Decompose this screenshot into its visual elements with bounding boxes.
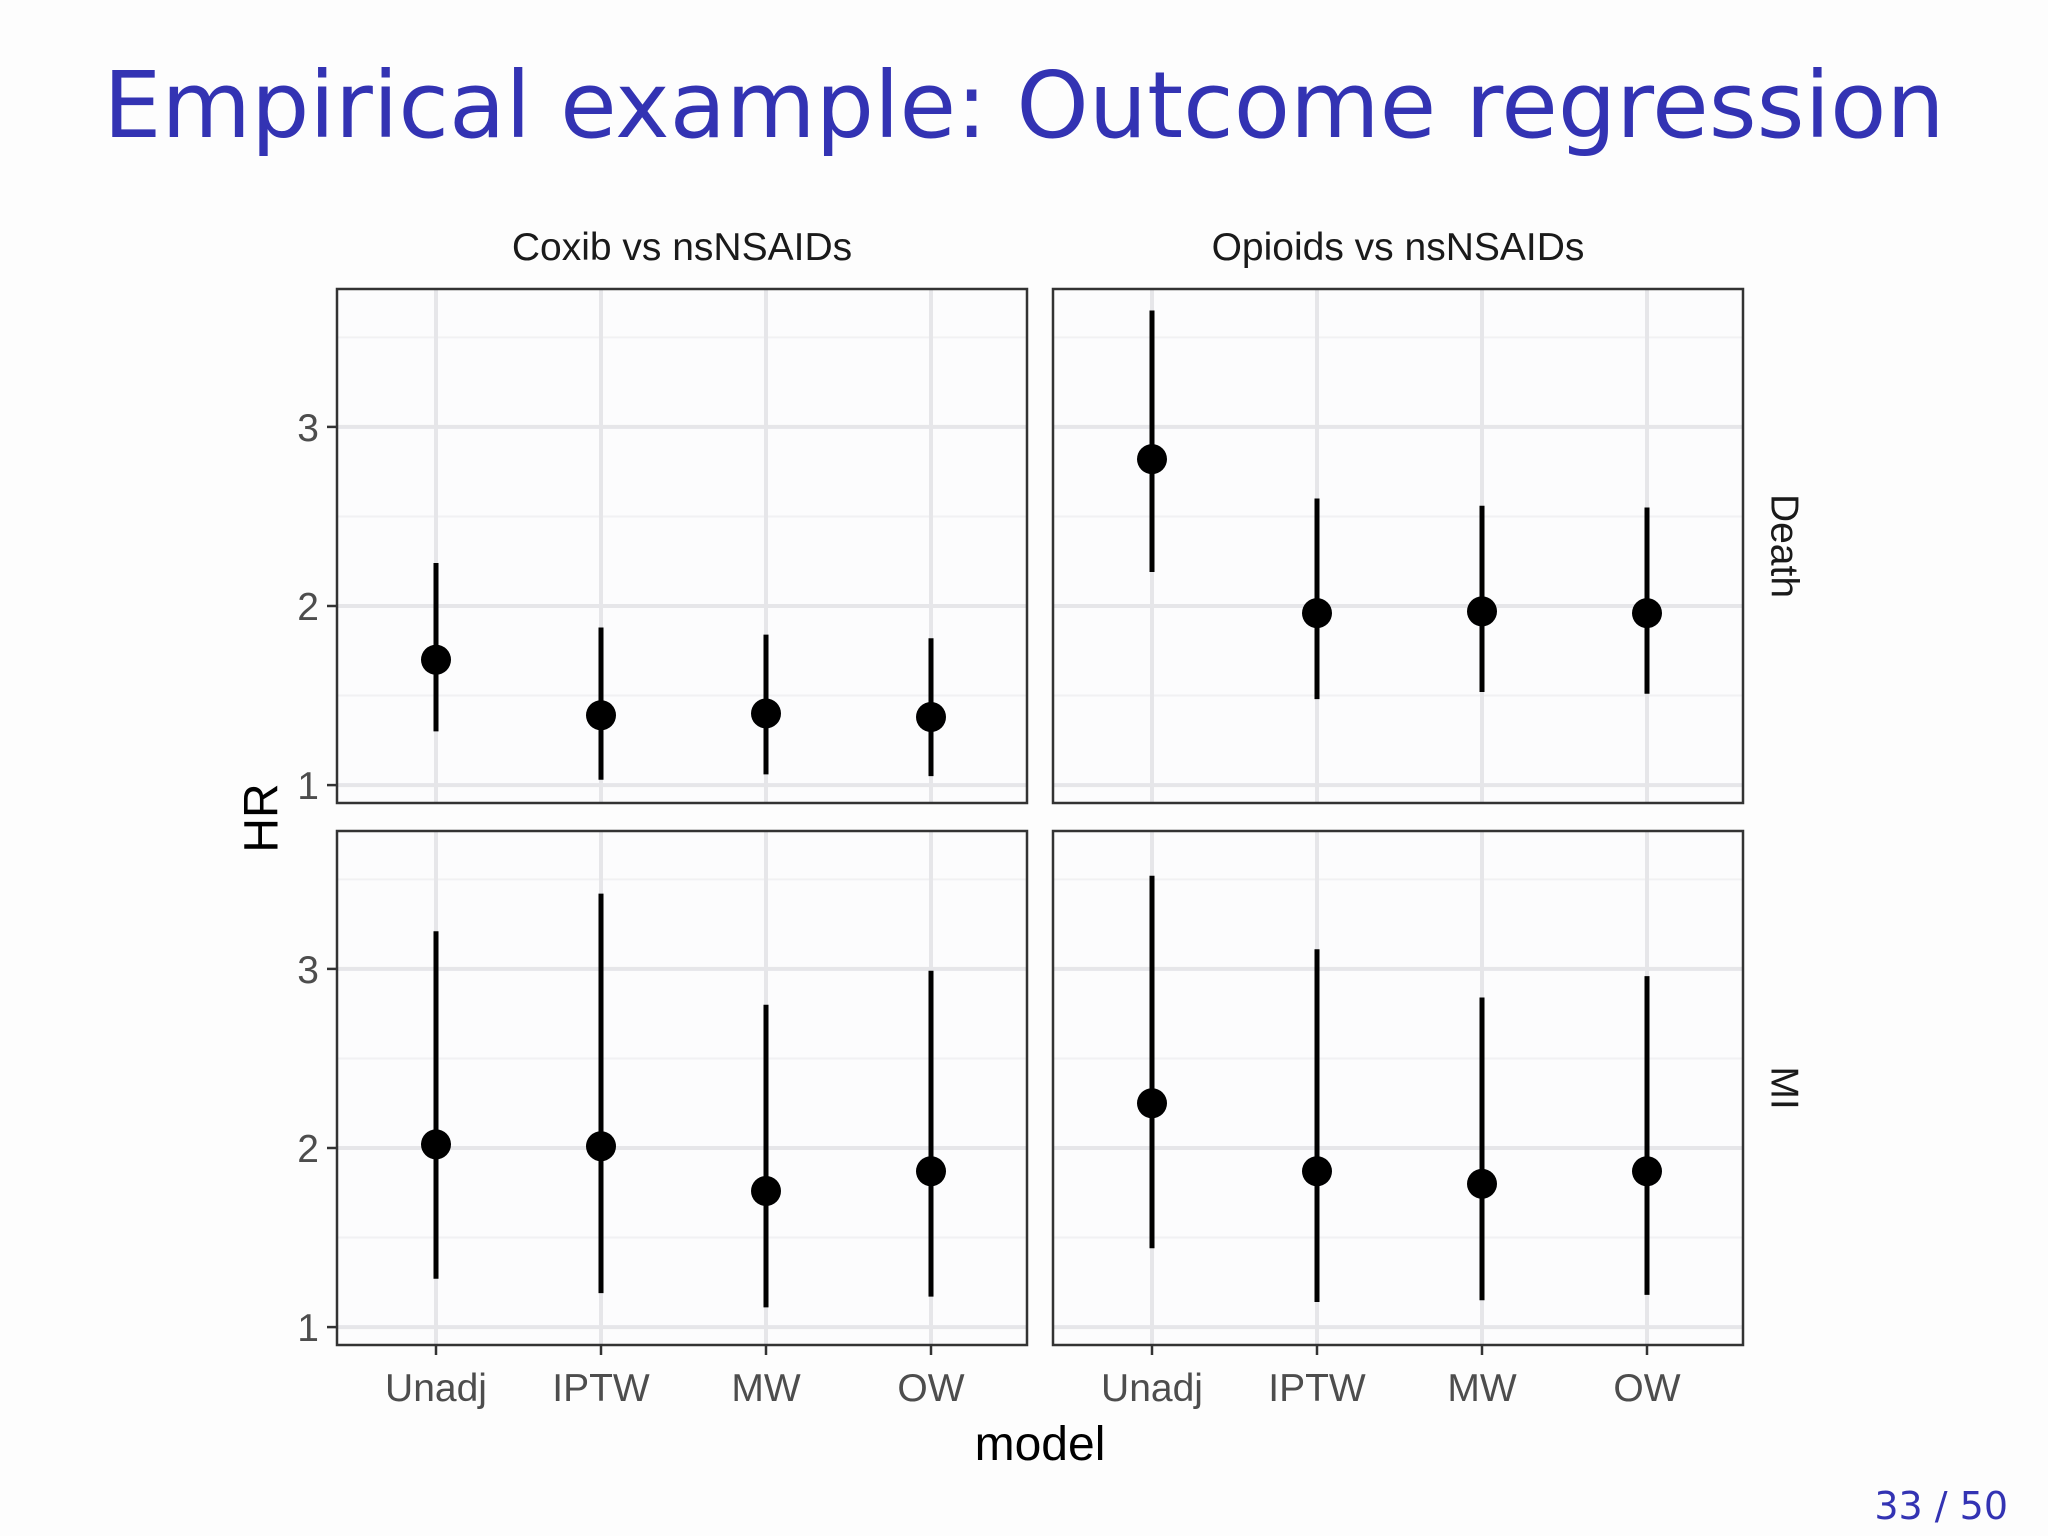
panel-coxib-vs-nsnsaids-mi — [327, 829, 1029, 1355]
x-tick-label-mw: MW — [731, 1367, 800, 1410]
panel-border — [335, 829, 1029, 1347]
point-unadj — [421, 644, 451, 675]
point-mw — [1467, 1168, 1497, 1199]
x-axis-title: model — [975, 1418, 1106, 1471]
panel-border — [1051, 829, 1745, 1347]
x-tick-label-ow: OW — [1613, 1367, 1680, 1410]
point-unadj — [1137, 444, 1167, 475]
y-tick-label: 3 — [297, 949, 319, 992]
panel-background — [337, 831, 1027, 1345]
facet-strip-mi: MI — [1763, 1066, 1806, 1109]
point-iptw — [1302, 598, 1332, 629]
slide-title: Empirical example: Outcome regression — [103, 52, 1945, 159]
panel-border — [335, 287, 1029, 805]
facet-strip-death: Death — [1763, 494, 1806, 598]
point-mw — [1467, 596, 1497, 627]
facet-strip-coxib-vs-nsnsaids: Coxib vs nsNSAIDs — [512, 226, 852, 269]
point-mw — [751, 698, 781, 729]
point-ow — [916, 1156, 946, 1187]
point-unadj — [421, 1129, 451, 1160]
facet-strip-opioids-vs-nsnsaids: Opioids vs nsNSAIDs — [1212, 226, 1585, 269]
point-iptw — [1302, 1156, 1332, 1187]
panel-background — [1053, 289, 1743, 803]
y-tick-label: 2 — [297, 1128, 319, 1171]
point-ow — [1632, 598, 1662, 629]
panel-background — [1053, 831, 1743, 1345]
panel-opioids-vs-nsnsaids-mi — [1051, 829, 1745, 1355]
point-iptw — [586, 1131, 616, 1162]
point-ow — [1632, 1156, 1662, 1187]
y-tick-label: 1 — [297, 1307, 319, 1350]
point-ow — [916, 702, 946, 733]
x-tick-label-iptw: IPTW — [552, 1367, 650, 1410]
point-mw — [751, 1175, 781, 1206]
x-tick-label-ow: OW — [897, 1367, 964, 1410]
panel-coxib-vs-nsnsaids-death — [327, 287, 1029, 805]
x-tick-label-iptw: IPTW — [1268, 1367, 1366, 1410]
panel-opioids-vs-nsnsaids-death — [1051, 287, 1745, 805]
y-tick-label: 2 — [297, 586, 319, 629]
panel-background — [337, 289, 1027, 803]
x-tick-label-unadj: Unadj — [1101, 1367, 1203, 1410]
y-tick-label: 1 — [297, 765, 319, 808]
y-axis-title: HR — [236, 783, 289, 852]
point-iptw — [586, 700, 616, 731]
point-unadj — [1137, 1088, 1167, 1119]
x-tick-label-unadj: Unadj — [385, 1367, 487, 1410]
page-number: 33 / 50 — [1874, 1484, 2008, 1528]
panel-border — [1051, 287, 1745, 805]
x-tick-label-mw: MW — [1447, 1367, 1516, 1410]
y-tick-label: 3 — [297, 407, 319, 450]
